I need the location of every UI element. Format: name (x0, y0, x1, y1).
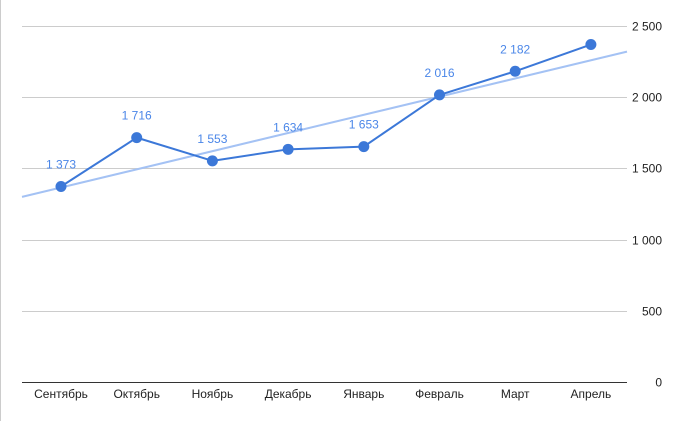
y-tick-label: 2 500 (632, 20, 662, 34)
data-point (206, 155, 218, 167)
x-tick-label: Февраль (415, 387, 464, 401)
series-layer (55, 39, 597, 192)
data-point (585, 39, 597, 51)
data-label: 1 634 (273, 120, 303, 134)
y-tick-label: 0 (655, 376, 662, 390)
data-label: 1 653 (349, 118, 379, 132)
series-line (60, 43, 592, 188)
y-axis-tick-labels: 0 500 1 000 1 500 2 000 2 500 (632, 20, 662, 390)
data-label: 2 182 (500, 42, 530, 56)
y-tick-label: 2 000 (632, 91, 662, 105)
data-point (55, 180, 67, 192)
x-tick-label: Март (501, 387, 530, 401)
x-axis-tick-labels: Сентябрь Октябрь Ноябрь Декабрь Январь Феврал… (34, 387, 611, 401)
x-tick-label: Январь (343, 387, 384, 401)
trendline-layer (21, 50, 628, 198)
gridlines (22, 26, 627, 383)
data-point (131, 132, 143, 144)
y-tick-label: 500 (642, 305, 662, 319)
y-tick-label: 1 000 (632, 234, 662, 248)
data-point (509, 65, 521, 77)
data-label: 1 553 (197, 132, 227, 146)
data-labels: 1 373 1 716 1 553 1 634 1 653 2 016 2 182 (46, 42, 531, 171)
data-label: 1 373 (46, 157, 76, 171)
data-label: 2 016 (424, 66, 454, 80)
data-point (282, 143, 294, 155)
x-tick-label: Декабрь (265, 387, 312, 401)
x-tick-label: Апрель (571, 387, 612, 401)
x-tick-label: Сентябрь (34, 387, 88, 401)
x-tick-label: Октябрь (113, 387, 160, 401)
data-point (434, 89, 445, 101)
data-label: 1 716 (122, 109, 152, 123)
y-tick-label: 1 500 (632, 162, 662, 176)
x-tick-label: Ноябрь (192, 387, 234, 401)
data-point (358, 141, 370, 153)
trendline (21, 50, 628, 198)
